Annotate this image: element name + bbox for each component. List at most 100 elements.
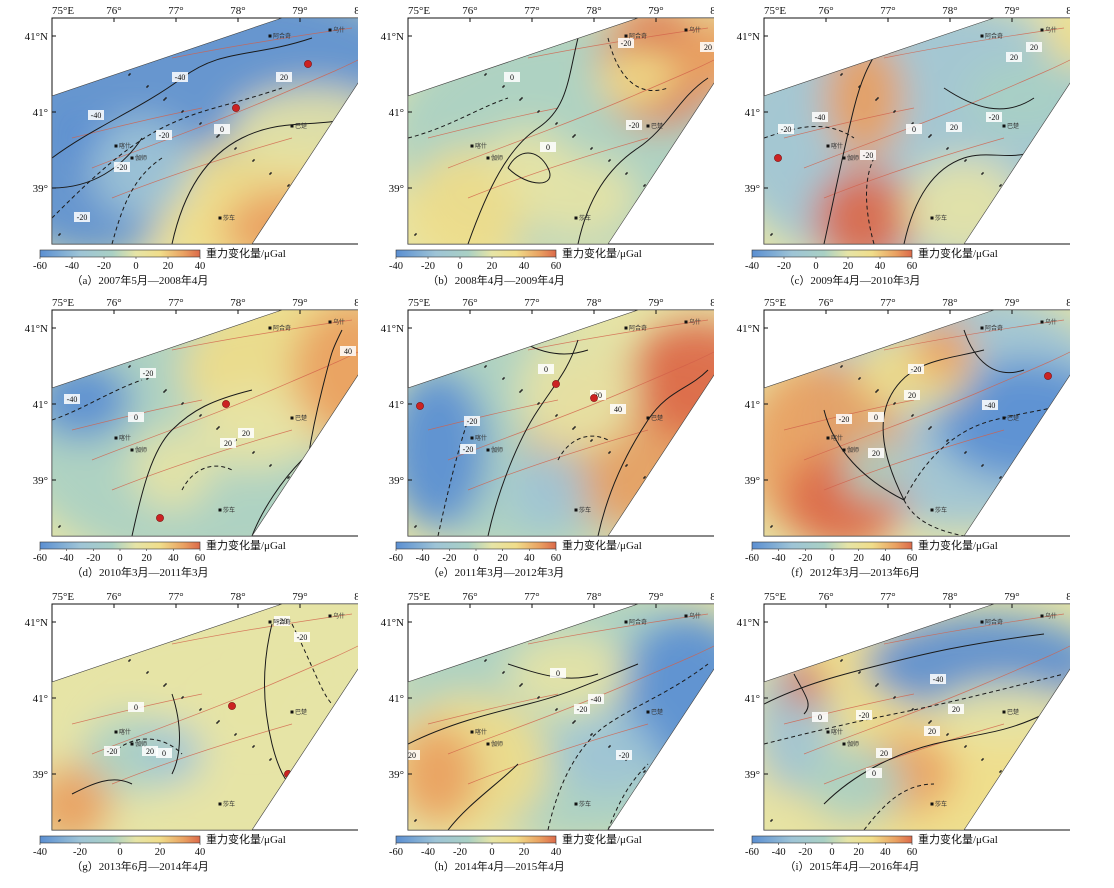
- longitude-label: 79°: [1004, 297, 1019, 309]
- station-point: [771, 525, 773, 527]
- map-panel-g: -20 0 -20 20 0 -20 阿合奇 乌什 巴楚 喀什 伽师 莎车 75°E 76° 77° 78° 7…: [0, 586, 358, 876]
- colorbar-tick: 60: [551, 553, 562, 564]
- contour-line: [467, 37, 579, 244]
- latitude-label: 41°: [745, 693, 760, 705]
- longitude-label: 76°: [462, 591, 477, 603]
- epicenter-marker: [1044, 372, 1052, 380]
- station-point: [982, 758, 984, 760]
- city-marker: [1040, 614, 1044, 618]
- city-marker: [470, 436, 474, 440]
- station-point: [270, 758, 272, 760]
- station-point: [270, 464, 272, 466]
- longitude-label: 75°E: [408, 297, 430, 309]
- station-point: [59, 233, 61, 235]
- city-label: 莎车: [223, 506, 235, 514]
- city-label: 伽师: [847, 740, 859, 748]
- city-marker: [646, 710, 650, 714]
- colorbar-title: 重力变化量/μGal: [562, 832, 642, 846]
- field-anomaly: [558, 714, 658, 794]
- longitude-label: 77°: [880, 591, 895, 603]
- station-point: [165, 389, 167, 391]
- latitude-label: 41°: [389, 107, 404, 119]
- epicenter-marker: [222, 400, 230, 408]
- field-anomaly: [92, 118, 192, 218]
- longitude-label: 76°: [462, 5, 477, 17]
- city-marker: [470, 730, 474, 734]
- colorbar: [39, 541, 201, 550]
- station-point: [644, 476, 646, 478]
- fault-line: [883, 319, 1065, 351]
- contour-label: 20: [950, 123, 958, 132]
- contour-label: 20: [704, 43, 712, 52]
- station-point: [200, 708, 202, 710]
- longitude-label: 75°E: [764, 297, 786, 309]
- fault-line: [527, 613, 709, 645]
- city-marker: [624, 620, 628, 624]
- colorbar-tick: 60: [907, 553, 918, 564]
- station-point: [841, 365, 843, 367]
- city-label: 莎车: [579, 506, 591, 514]
- city-marker: [290, 416, 294, 420]
- station-point: [947, 147, 949, 149]
- survey-boundary: [51, 309, 358, 537]
- city-label: 莎车: [935, 800, 947, 808]
- contour-label: 20: [280, 73, 288, 82]
- station-point: [235, 733, 237, 735]
- map-panel-b: -20 0 -20 0 20 阿合奇 乌什 巴楚 喀什 伽师 莎车 75°E 76° 77° 78° 79° 8…: [356, 0, 714, 290]
- contour-label: -20: [277, 617, 288, 626]
- field-anomaly: [52, 764, 112, 830]
- contour-label: -20: [781, 125, 792, 134]
- station-point: [877, 389, 879, 391]
- longitude-label: 76°: [462, 297, 477, 309]
- contour-label: 0: [546, 143, 550, 152]
- longitude-label: 75°E: [52, 297, 74, 309]
- contour-label: -20: [619, 751, 630, 760]
- station-point: [894, 402, 896, 404]
- colorbar-tick: 20: [519, 847, 530, 858]
- colorbar-tick: 20: [853, 553, 864, 564]
- colorbar-tick: -20: [442, 553, 456, 564]
- latitude-label: 39°: [745, 769, 760, 781]
- contour-label: -20: [463, 445, 474, 454]
- contour-label: -20: [629, 121, 640, 130]
- colorbar-tick: 0: [813, 261, 818, 272]
- contour-line: [863, 783, 935, 830]
- colorbar-tick: 40: [195, 261, 206, 272]
- fault-line: [171, 613, 353, 645]
- city-label: 乌什: [333, 318, 345, 326]
- city-marker: [328, 320, 332, 324]
- contour-line: [597, 369, 709, 536]
- contour-label: -40: [91, 111, 102, 120]
- colorbar-tick: -20: [97, 261, 111, 272]
- longitude-label: 75°E: [764, 5, 786, 17]
- station-point: [521, 97, 523, 99]
- city-label: 巴楚: [295, 414, 307, 422]
- contour-line: [866, 157, 875, 244]
- colorbar-tick: 0: [473, 553, 478, 564]
- station-point: [59, 525, 61, 527]
- fault-line: [71, 107, 203, 139]
- city-marker: [826, 730, 830, 734]
- contour-line: [52, 379, 143, 421]
- station-point: [59, 819, 61, 821]
- station-point: [288, 184, 290, 186]
- epicenter-marker: [590, 394, 598, 402]
- station-point: [859, 85, 861, 87]
- contour-label: 0: [220, 125, 224, 134]
- station-point: [574, 426, 576, 428]
- city-marker: [842, 742, 846, 746]
- contour-line: [764, 125, 855, 139]
- contour-label: 20: [872, 449, 880, 458]
- longitude-label: 80°: [1066, 297, 1070, 309]
- contour-line: [251, 459, 303, 536]
- station-point: [877, 683, 879, 685]
- city-marker: [290, 710, 294, 714]
- city-label: 阿合奇: [273, 618, 291, 626]
- contour-line: [111, 157, 163, 244]
- latitude-label: 39°: [745, 183, 760, 195]
- station-point: [930, 720, 932, 722]
- city-marker: [930, 508, 934, 512]
- station-point: [877, 97, 879, 99]
- colorbar-tick: -40: [772, 553, 786, 564]
- longitude-label: 76°: [818, 591, 833, 603]
